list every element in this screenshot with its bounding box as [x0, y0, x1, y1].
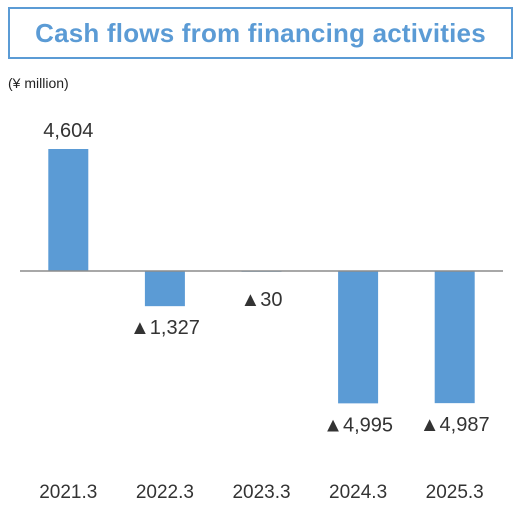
bar-2025.3 [434, 271, 475, 404]
bar-2021.3 [48, 149, 89, 271]
category-label-2021.3: 2021.3 [39, 482, 97, 503]
data-label-2021.3: 4,604 [43, 120, 93, 142]
category-label-2025.3: 2025.3 [426, 482, 484, 503]
data-label-2023.3: ▲30 [240, 289, 282, 311]
category-label-2023.3: 2023.3 [232, 482, 290, 503]
category-label-2024.3: 2024.3 [329, 482, 387, 503]
chart-title: Cash flows from financing activities [35, 17, 486, 48]
bar-2024.3 [338, 271, 379, 404]
data-label-2024.3: ▲4,995 [323, 414, 393, 436]
data-label-2025.3: ▲4,987 [420, 414, 490, 436]
bar-2022.3 [144, 271, 185, 307]
data-label-2022.3: ▲1,327 [130, 317, 200, 339]
category-label-2022.3: 2022.3 [136, 482, 194, 503]
unit-label: (¥ million) [8, 75, 69, 91]
chart-title-box: Cash flows from financing activities [8, 7, 513, 59]
